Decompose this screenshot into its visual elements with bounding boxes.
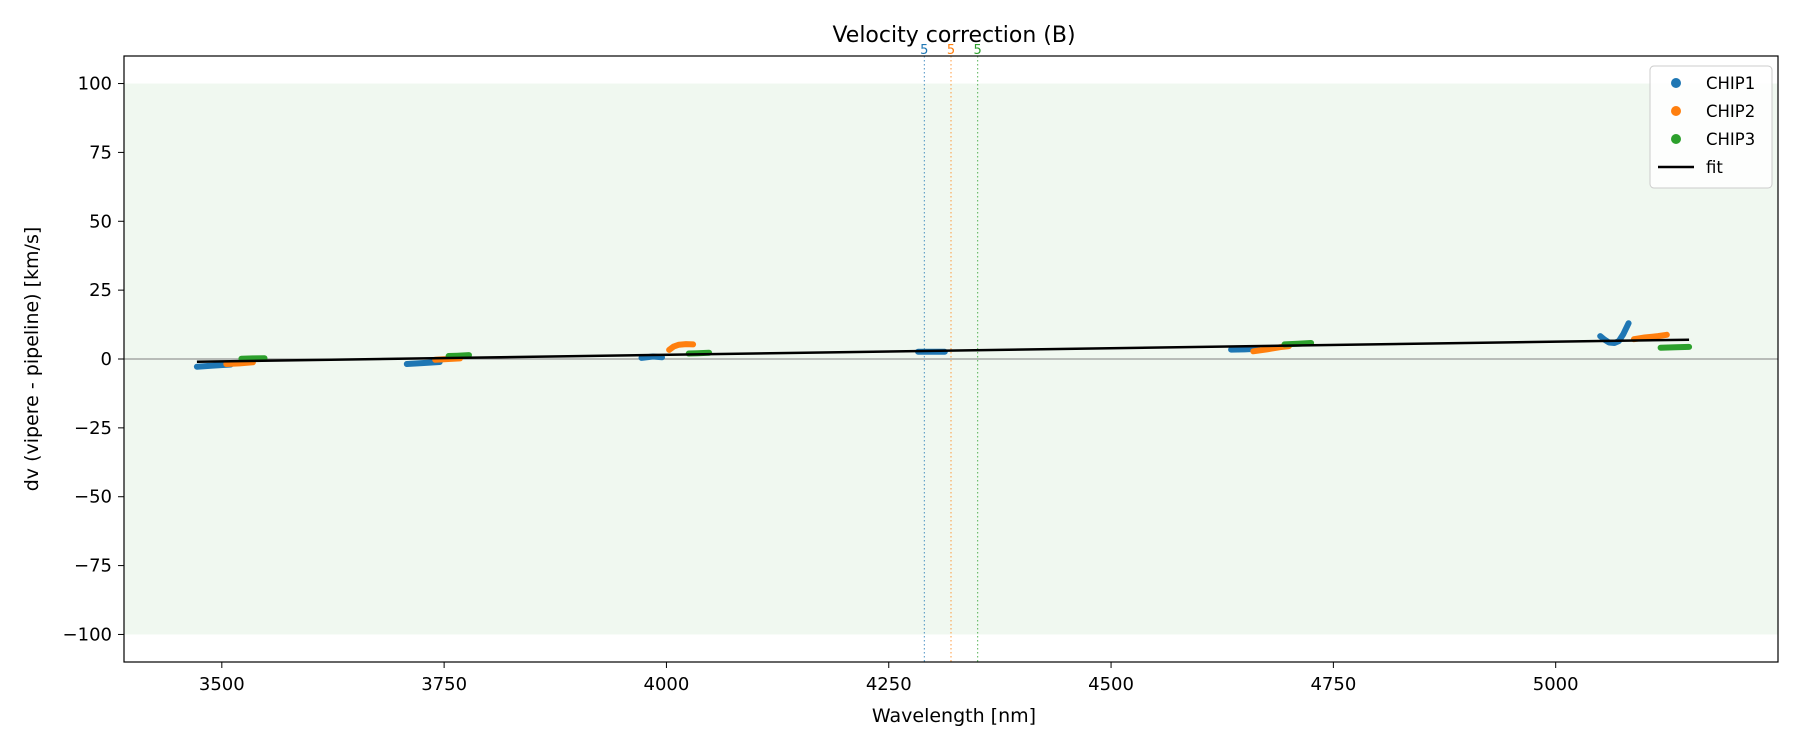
legend-marker-chip1 bbox=[1671, 78, 1681, 88]
legend-label-fit: fit bbox=[1706, 158, 1723, 177]
x-axis-title: Wavelength [nm] bbox=[872, 705, 1036, 727]
legend-marker-chip3 bbox=[1671, 134, 1681, 144]
order-marker-label-1: 5 bbox=[920, 43, 928, 58]
legend-box bbox=[1649, 65, 1773, 189]
plot-area: 5 5 5 3500 3750 4000 4250 4500 4750 5000 −100 −75 −5… bbox=[63, 43, 1779, 695]
x-tick-label: 4250 bbox=[866, 674, 912, 695]
chip3-segment-5 bbox=[1657, 343, 1693, 351]
x-tick-label: 3500 bbox=[199, 674, 245, 695]
x-tick-label: 5000 bbox=[1533, 674, 1579, 695]
legend-label-chip3: CHIP3 bbox=[1706, 130, 1755, 149]
legend-marker-chip2 bbox=[1671, 106, 1681, 116]
order-marker-label-3: 5 bbox=[974, 43, 982, 58]
chip2-segment-1 bbox=[223, 359, 256, 367]
y-axis-title: dv (vipere - pipeline) [km/s] bbox=[21, 227, 43, 492]
x-tick-label: 3750 bbox=[421, 674, 467, 695]
y-tick-label: −25 bbox=[74, 418, 112, 439]
y-tick-label: −75 bbox=[74, 556, 112, 577]
y-tick-label: 0 bbox=[101, 349, 112, 370]
y-tick-label: 25 bbox=[89, 280, 112, 301]
chip3-segment-1 bbox=[238, 355, 268, 362]
x-tick-label: 4500 bbox=[1088, 674, 1134, 695]
fit-line bbox=[196, 338, 1690, 364]
y-tick-label: 75 bbox=[89, 142, 112, 163]
order-marker-label-2: 5 bbox=[947, 43, 955, 58]
y-tick-label: −100 bbox=[63, 624, 112, 645]
x-tick-label: 4750 bbox=[1310, 674, 1356, 695]
legend-label-chip1: CHIP1 bbox=[1706, 74, 1755, 93]
chip2-segment-3 bbox=[666, 341, 697, 353]
x-tick-label: 4000 bbox=[644, 674, 690, 695]
chip3-segment-4 bbox=[1281, 340, 1315, 348]
y-tick-label: 50 bbox=[89, 211, 112, 232]
chip3-segment-2 bbox=[445, 352, 472, 359]
legend-label-chip2: CHIP2 bbox=[1706, 102, 1755, 121]
chip1-segment-3 bbox=[638, 353, 665, 361]
chart-title: Velocity correction (B) bbox=[832, 23, 1075, 48]
y-tick-label: −50 bbox=[74, 487, 112, 508]
chip2-segment-5 bbox=[1630, 331, 1670, 343]
chip1-segment-6 bbox=[1597, 320, 1632, 346]
y-tick-label: 100 bbox=[78, 74, 112, 95]
